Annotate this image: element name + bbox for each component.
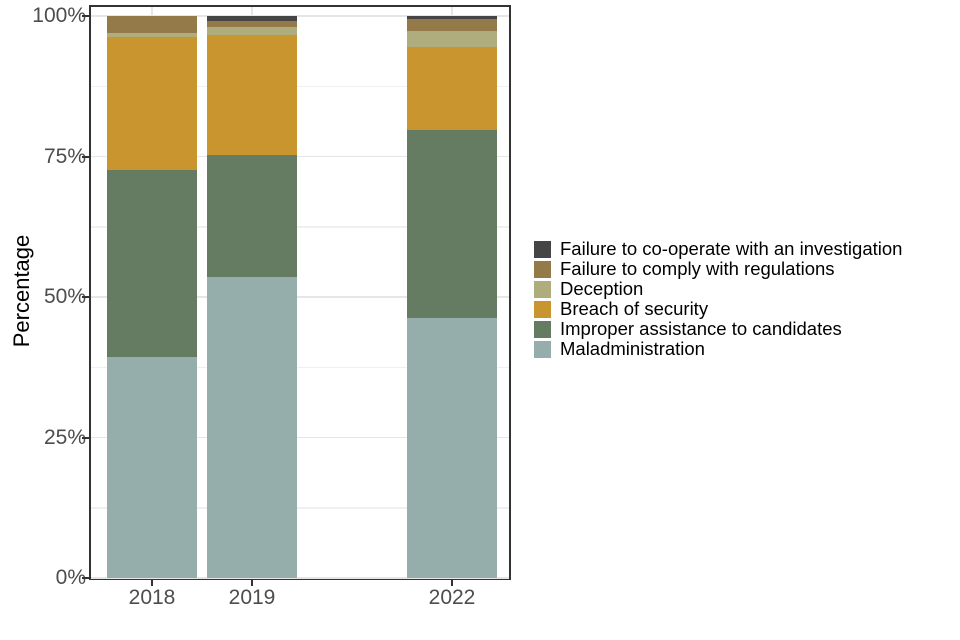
plot-panel: [89, 5, 511, 580]
bar-segment: [407, 317, 497, 578]
legend-entry: Maladministration: [534, 339, 902, 359]
y-tick-label: 75%: [43, 144, 86, 168]
bar-segment: [207, 154, 297, 277]
y-tick-label: 0%: [55, 566, 86, 589]
bar-segment: [207, 21, 297, 28]
legend: Failure to co-operate with an investigat…: [534, 239, 902, 359]
x-tick-mark: [251, 580, 253, 586]
legend-entry: Improper assistance to candidates: [534, 319, 902, 339]
gridline-minor-horizontal: [91, 226, 509, 228]
y-tick-mark: [82, 577, 89, 579]
legend-key-swatch: [534, 300, 551, 318]
bar-segment: [107, 356, 197, 578]
y-tick-mark: [82, 436, 89, 439]
bar-segment: [107, 36, 197, 170]
bar-segment: [407, 30, 497, 48]
bar-segment: [407, 18, 497, 31]
legend-key-swatch: [534, 320, 551, 338]
gridline-minor-horizontal: [91, 366, 509, 368]
x-tick-label: 2022: [428, 586, 476, 609]
bar-2022: [407, 16, 497, 578]
legend-key-swatch: [534, 240, 551, 258]
legend-entry-label: Maladministration: [560, 338, 705, 359]
gridline-minor-horizontal: [91, 507, 509, 509]
legend-entry-label: Breach of security: [560, 298, 709, 319]
bar-2018: [107, 16, 197, 578]
bar-segment: [207, 276, 297, 578]
legend-key-swatch: [534, 340, 551, 358]
x-tick-mark: [451, 580, 453, 586]
y-tick-mark: [82, 155, 89, 158]
bar-segment: [207, 16, 297, 22]
bar-segment: [407, 130, 497, 318]
y-tick-label: 50%: [43, 285, 86, 308]
bar-segment: [107, 32, 197, 37]
bar-segment: [407, 16, 497, 19]
legend-entry: Deception: [534, 279, 902, 299]
legend-entry-label: Improper assistance to candidates: [560, 318, 842, 339]
bar-segment: [407, 47, 497, 131]
bar-segment: [207, 27, 297, 36]
bar-segment: [107, 170, 197, 357]
legend-key-swatch: [534, 280, 551, 298]
y-tick-label: 25%: [43, 425, 86, 449]
y-tick-mark: [82, 296, 89, 298]
x-tick-label: 2019: [228, 586, 276, 609]
legend-entry-label: Deception: [560, 278, 644, 299]
gridline-major-horizontal: [91, 15, 509, 17]
legend-entry-label: Failure to co-operate with an investigat…: [560, 238, 903, 259]
legend-entry: Breach of security: [534, 299, 902, 319]
legend-entry-label: Failure to comply with regulations: [560, 258, 835, 279]
x-tick-label: 2018: [128, 586, 176, 609]
legend-key-swatch: [534, 260, 551, 278]
legend-entry: Failure to comply with regulations: [534, 259, 902, 279]
bar-segment: [207, 35, 297, 155]
gridline-minor-horizontal: [91, 85, 509, 87]
y-tick-label: 100%: [32, 4, 86, 27]
y-tick-mark: [82, 15, 89, 17]
bar-segment: [107, 16, 197, 33]
gridline-major-horizontal: [91, 155, 509, 158]
gridline-major-horizontal: [91, 436, 509, 439]
gridline-major-horizontal: [91, 296, 509, 298]
bar-2019: [207, 16, 297, 578]
gridline-major-horizontal: [91, 577, 509, 579]
legend-entry: Failure to co-operate with an investigat…: [534, 239, 902, 259]
x-tick-mark: [151, 580, 153, 586]
